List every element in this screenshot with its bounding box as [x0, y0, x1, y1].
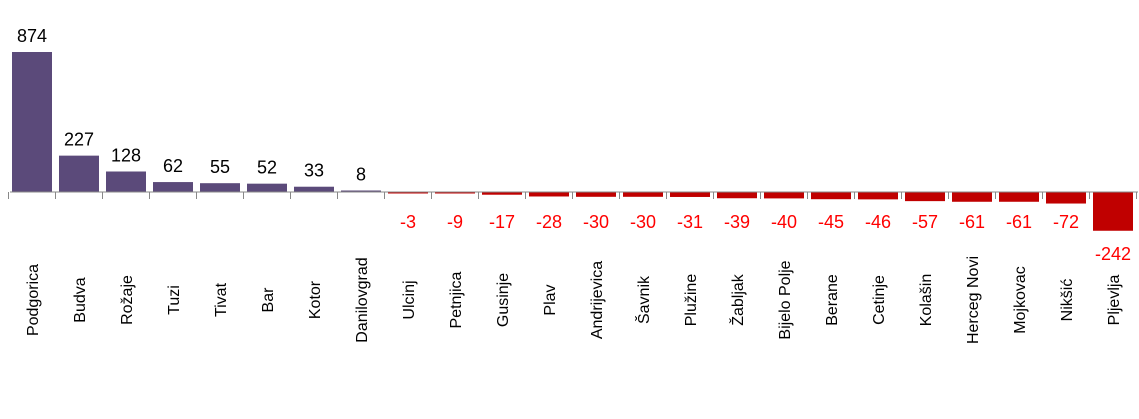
- category-label-14: Plužine: [683, 274, 700, 327]
- category-label-17: Berane: [824, 274, 841, 326]
- data-label-5: 52: [257, 158, 277, 178]
- bar-18: [858, 192, 898, 200]
- category-label-11: Plav: [542, 284, 559, 315]
- data-label-12: -30: [583, 212, 609, 232]
- data-label-15: -39: [724, 212, 750, 232]
- bar-11: [529, 192, 569, 197]
- bar-23: [1093, 192, 1133, 231]
- bar-3: [153, 182, 193, 192]
- bar-1: [59, 155, 99, 192]
- data-label-6: 33: [304, 161, 324, 181]
- data-label-10: -17: [489, 212, 515, 232]
- category-label-2: Rožaje: [119, 275, 136, 325]
- bar-20: [952, 192, 992, 202]
- bar-15: [717, 192, 757, 199]
- data-label-7: 8: [356, 165, 366, 185]
- category-label-5: Bar: [260, 287, 277, 313]
- category-label-12: Andrijevica: [589, 261, 606, 339]
- bar-5: [247, 183, 287, 192]
- category-label-16: Bijelo Polje: [777, 260, 794, 339]
- category-label-1: Budva: [72, 277, 89, 322]
- category-label-6: Kotor: [307, 280, 324, 319]
- data-label-22: -72: [1053, 212, 1079, 232]
- bar-17: [811, 192, 851, 200]
- data-label-2: 128: [111, 145, 141, 165]
- bar-10: [482, 192, 522, 195]
- bars-group: [12, 52, 1133, 231]
- category-label-10: Gusinje: [495, 273, 512, 327]
- data-label-17: -45: [818, 212, 844, 232]
- bar-9: [435, 192, 475, 194]
- category-label-8: Ulcinj: [401, 280, 418, 319]
- category-label-0: Podgorica: [25, 264, 42, 336]
- data-label-3: 62: [163, 156, 183, 176]
- category-labels-group: Podgorica Budva Rožaje Tuzi Tivat Bar Kotor Dan…: [25, 256, 1123, 344]
- category-label-23: Pljevlja: [1106, 275, 1123, 326]
- bar-14: [670, 192, 710, 197]
- bar-21: [999, 192, 1039, 202]
- category-label-9: Petnjica: [448, 271, 465, 328]
- bar-0: [12, 52, 52, 192]
- bar-16: [764, 192, 804, 199]
- data-label-11: -28: [536, 212, 562, 232]
- bar-19: [905, 192, 945, 202]
- category-label-18: Cetinje: [871, 275, 888, 325]
- data-label-1: 227: [64, 130, 94, 150]
- data-label-21: -61: [1006, 212, 1032, 232]
- data-label-13: -30: [630, 212, 656, 232]
- data-label-19: -57: [912, 212, 938, 232]
- bar-22: [1046, 192, 1086, 204]
- category-label-7: Danilovgrad: [354, 257, 371, 342]
- category-label-22: Nikšić: [1059, 279, 1076, 322]
- bar-13: [623, 192, 663, 197]
- category-label-3: Tuzi: [166, 285, 183, 315]
- data-label-16: -40: [771, 212, 797, 232]
- category-label-13: Šavnik: [634, 275, 653, 324]
- x-axis: [8, 191, 1138, 199]
- data-label-9: -9: [447, 212, 463, 232]
- data-label-14: -31: [677, 212, 703, 232]
- bar-4: [200, 183, 240, 192]
- data-label-8: -3: [400, 212, 416, 232]
- data-label-18: -46: [865, 212, 891, 232]
- category-label-20: Herceg Novi: [965, 256, 982, 344]
- category-label-15: Žabljak: [728, 273, 747, 326]
- data-label-0: 874: [17, 26, 47, 46]
- data-label-20: -61: [959, 212, 985, 232]
- bar-8: [388, 192, 428, 194]
- data-label-23: -242: [1095, 244, 1131, 264]
- data-label-4: 55: [210, 157, 230, 177]
- category-label-21: Mojkovac: [1012, 266, 1029, 334]
- bar-2: [106, 171, 146, 192]
- bar-12: [576, 192, 616, 197]
- bar-7: [341, 190, 381, 192]
- category-label-4: Tivat: [213, 282, 230, 317]
- bar-6: [294, 186, 334, 192]
- data-labels-group: 874 227 128 62 55 52 33 8 -3 -9 -17 -28 -30 -30 -31 -39…: [17, 26, 1131, 264]
- category-label-19: Kolašin: [918, 274, 935, 326]
